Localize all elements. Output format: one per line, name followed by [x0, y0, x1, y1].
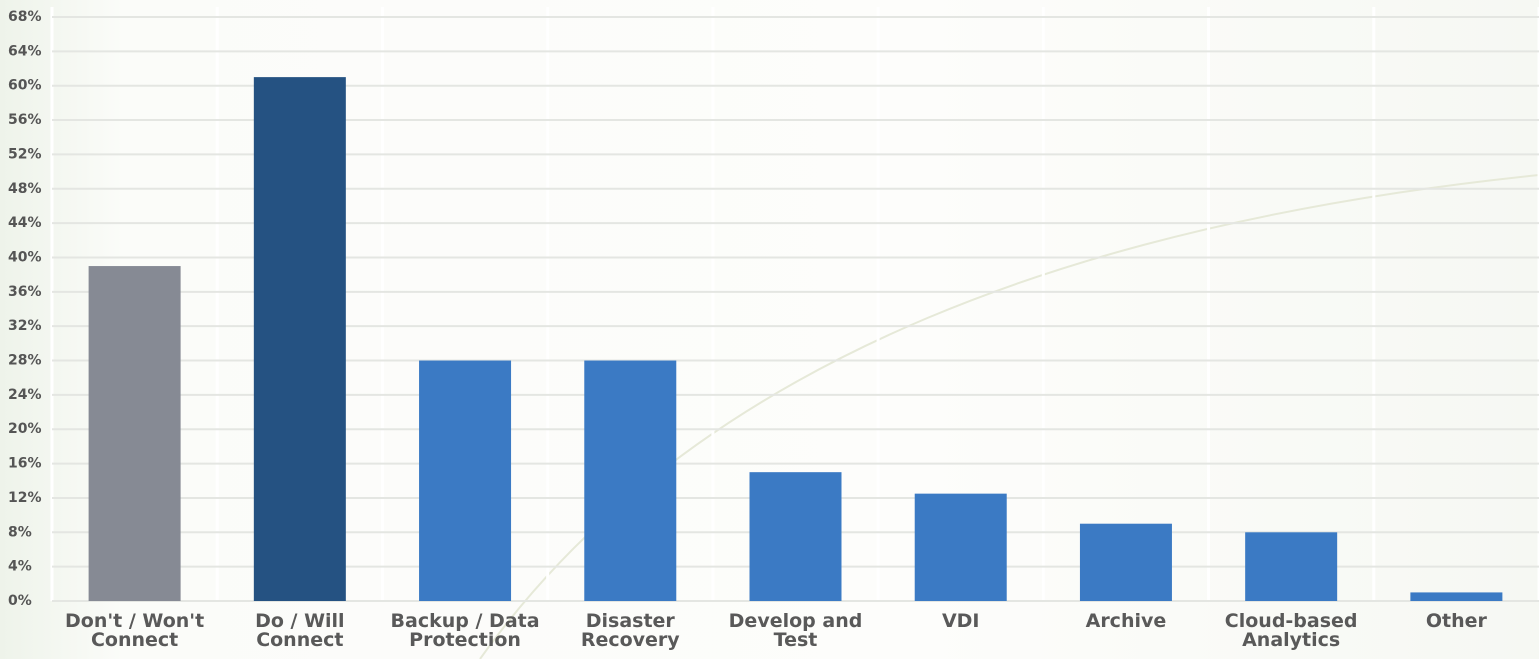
y-tick-label: 16%: [8, 456, 42, 472]
x-tick-label: Backup / Data Protection: [390, 610, 540, 651]
x-tick-label: Do / Will Connect: [255, 610, 345, 651]
y-tick-label: 44%: [8, 215, 42, 231]
bar: [88, 266, 181, 601]
x-tick-label: Cloud-based Analytics: [1224, 610, 1358, 651]
y-tick-label: 40%: [8, 249, 42, 265]
y-tick-label: 4%: [8, 559, 32, 575]
bar: [419, 360, 512, 601]
x-tick-label: Develop and Test: [728, 610, 863, 651]
x-tick-label: Don't / Won't Connect: [65, 610, 205, 651]
bar: [253, 77, 346, 601]
bar: [1245, 532, 1338, 601]
y-tick-label: 12%: [8, 490, 42, 506]
y-tick-label: 0%: [8, 593, 32, 609]
x-tick-label: VDI: [941, 610, 980, 632]
y-tick-label: 48%: [8, 181, 42, 197]
y-tick-label: 52%: [8, 146, 42, 162]
y-tick-label: 32%: [8, 318, 42, 334]
y-tick-label: 64%: [8, 43, 42, 59]
y-tick-label: 20%: [8, 421, 42, 437]
bar: [1410, 592, 1503, 601]
y-tick-label: 24%: [8, 387, 42, 403]
y-tick-label: 68%: [8, 9, 42, 25]
bar: [1079, 523, 1172, 601]
y-tick-label: 8%: [8, 524, 32, 540]
bar: [584, 360, 677, 601]
y-tick-label: 56%: [8, 112, 42, 128]
bar: [914, 493, 1007, 601]
bar: [749, 472, 842, 601]
x-tick-label: Archive: [1085, 610, 1167, 632]
x-tick-label: Other: [1425, 610, 1487, 632]
x-tick-label: Disaster Recovery: [580, 610, 680, 651]
y-tick-label: 36%: [8, 284, 42, 300]
y-tick-label: 28%: [8, 353, 42, 369]
y-tick-label: 60%: [8, 78, 42, 94]
